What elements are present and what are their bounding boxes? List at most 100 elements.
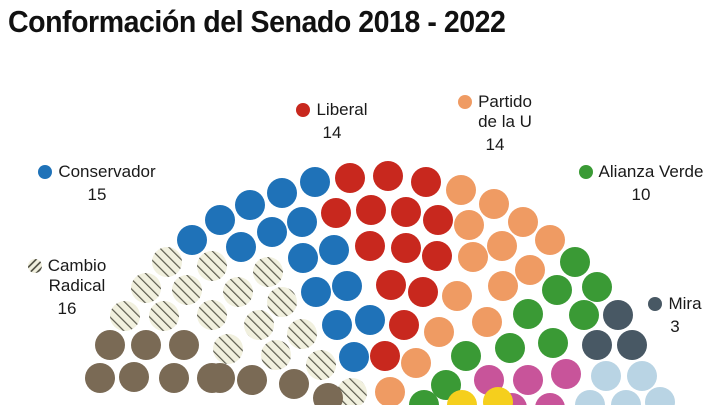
seat-unlabeled-party (279, 369, 309, 399)
seat-conservador (235, 190, 265, 220)
seat-conservador (322, 310, 352, 340)
seat-partido-de-la-u (424, 317, 454, 347)
seat-cambio-radical (337, 378, 367, 405)
seat-alianza-verde (569, 300, 599, 330)
seat-liberal (389, 310, 419, 340)
seat-conservador (257, 217, 287, 247)
seat-count: 10 (631, 185, 651, 204)
seat-alianza-verde (560, 247, 590, 277)
seat-unlabeled-party (159, 363, 189, 393)
seat-liberal (373, 161, 403, 191)
party-name-line: de la U (478, 112, 532, 131)
seat-mira (617, 330, 647, 360)
seat-cambio-radical (213, 334, 243, 364)
party-name: Liberal (316, 100, 367, 120)
seat-cambio-radical (197, 300, 227, 330)
legend-swatch (27, 259, 42, 273)
legend-swatch (296, 103, 311, 117)
page-title: Conformación del Senado 2018 - 2022 (8, 4, 506, 39)
seat-partido-de-la-u (375, 377, 405, 405)
seat-liberal (370, 341, 400, 371)
seat-liberal (423, 205, 453, 235)
seat-cambio-radical (131, 273, 161, 303)
seat-conservador (339, 342, 369, 372)
legend-alianza-verde: Alianza Verde 10 (566, 162, 716, 205)
party-name-line: Liberal (316, 100, 368, 119)
seat-cambio-radical (172, 275, 202, 305)
seat-alianza-verde (538, 328, 568, 358)
party-name-line: Radical (48, 276, 106, 295)
legend-cambio-radical: Cambio Radical 16 (2, 256, 132, 319)
seat-partido-de-la-u (446, 175, 476, 205)
seat-alianza-verde (582, 272, 612, 302)
legend-mira: Mira 3 (636, 294, 714, 337)
party-name: Partido de la U (478, 92, 532, 132)
seat-partido-de-la-u (401, 348, 431, 378)
seat-alianza-verde (513, 299, 543, 329)
seat-unlabeled-party (169, 330, 199, 360)
seat-conservador (300, 167, 330, 197)
party-name-line: Cambio (47, 256, 107, 275)
seat-liberal (391, 233, 421, 263)
legend-swatch (578, 165, 593, 179)
seat-conservador (287, 207, 317, 237)
legend-swatch (648, 297, 663, 311)
seat-unlabeled-party (119, 362, 149, 392)
seat-partido-de-la-u (479, 189, 509, 219)
seat-conservador (301, 277, 331, 307)
seat-unlabeled-party (575, 390, 605, 405)
seat-liberal (321, 198, 351, 228)
seat-cambio-radical (261, 340, 291, 370)
seat-unlabeled-party (513, 365, 543, 395)
seat-conservador (319, 235, 349, 265)
seat-unlabeled-party (535, 393, 565, 405)
seat-unlabeled-party (627, 361, 657, 391)
party-name-line: Alianza Verde (598, 162, 704, 181)
party-name-line: Partido (478, 92, 532, 111)
seat-mira (603, 300, 633, 330)
seat-cambio-radical (197, 251, 227, 281)
seat-liberal (335, 163, 365, 193)
seat-alianza-verde (451, 341, 481, 371)
seat-liberal (391, 197, 421, 227)
seat-alianza-verde (409, 390, 439, 405)
seat-unlabeled-party (591, 361, 621, 391)
seat-conservador (355, 305, 385, 335)
seat-cambio-radical (223, 277, 253, 307)
seat-unlabeled-party (645, 387, 675, 405)
party-name: Mira (668, 294, 701, 314)
legend-conservador: Conservador 15 (22, 162, 172, 205)
seat-unlabeled-party (131, 330, 161, 360)
seat-mira (582, 330, 612, 360)
seat-unlabeled-party (447, 390, 477, 405)
seat-liberal (355, 231, 385, 261)
seat-partido-de-la-u (535, 225, 565, 255)
seat-liberal (376, 270, 406, 300)
seat-alianza-verde (495, 333, 525, 363)
seat-unlabeled-party (611, 390, 641, 405)
seat-count: 16 (57, 299, 77, 318)
party-name: Conservador (58, 162, 155, 182)
seat-partido-de-la-u (508, 207, 538, 237)
seat-partido-de-la-u (472, 307, 502, 337)
party-name: Cambio Radical (48, 256, 107, 296)
seat-unlabeled-party (197, 363, 227, 393)
seat-unlabeled-party (237, 365, 267, 395)
seat-cambio-radical (149, 301, 179, 331)
seat-alianza-verde (431, 370, 461, 400)
seat-cambio-radical (267, 287, 297, 317)
seat-cambio-radical (244, 310, 274, 340)
seat-cambio-radical (306, 350, 336, 380)
seat-conservador (226, 232, 256, 262)
seat-alianza-verde (542, 275, 572, 305)
seat-conservador (267, 178, 297, 208)
seat-unlabeled-party (85, 363, 115, 393)
seat-count: 15 (87, 185, 107, 204)
seat-partido-de-la-u (488, 271, 518, 301)
seat-liberal (408, 277, 438, 307)
seat-cambio-radical (253, 257, 283, 287)
legend-swatch (38, 165, 53, 179)
seat-cambio-radical (110, 301, 140, 331)
seat-liberal (356, 195, 386, 225)
